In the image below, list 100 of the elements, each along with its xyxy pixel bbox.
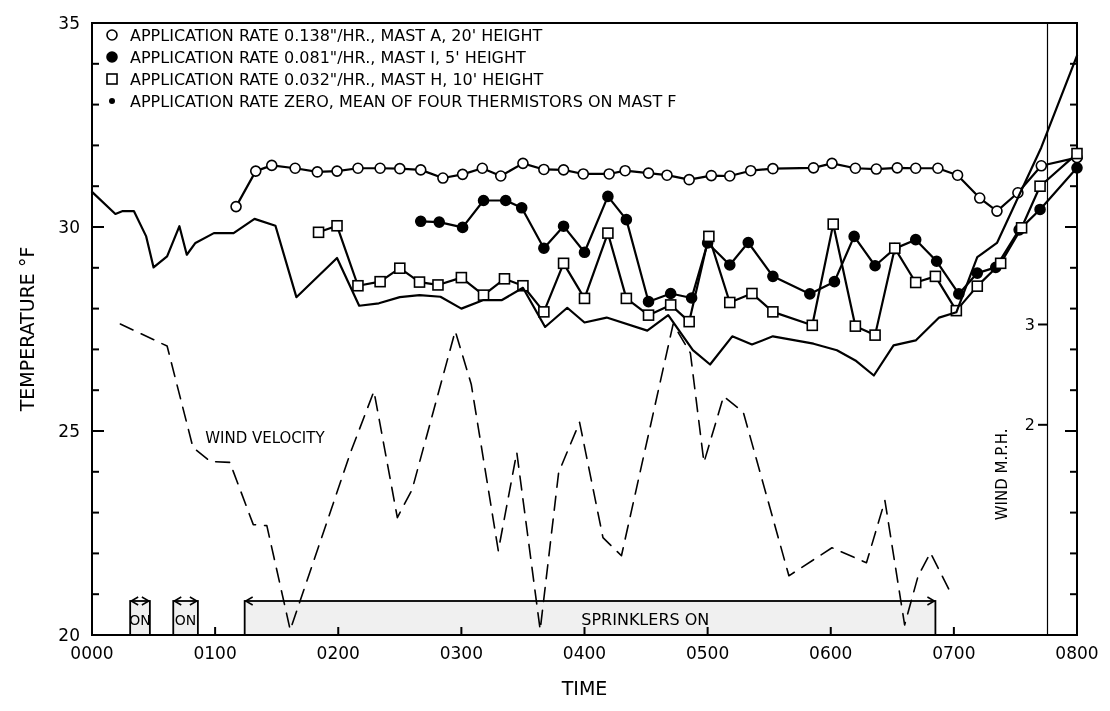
- x-tick-label: 0100: [193, 643, 237, 663]
- point: [807, 162, 820, 174]
- point: [1034, 203, 1046, 216]
- x-tick-label: 0000: [70, 643, 114, 663]
- point: [994, 257, 1007, 270]
- point: [723, 296, 736, 309]
- point: [1071, 147, 1083, 160]
- legend-label: APPLICATION RATE ZERO, MEAN OF FOUR THERMISTORS ON MAST F: [130, 92, 677, 111]
- x-tick-label: 0400: [562, 643, 607, 663]
- point: [456, 221, 469, 234]
- point: [1071, 162, 1083, 174]
- point: [249, 165, 262, 177]
- point: [352, 162, 364, 175]
- y2-axis-title: WIND M.P.H.: [993, 428, 1011, 521]
- y-tick-label: 35: [58, 13, 80, 33]
- band-label: ON: [174, 612, 197, 628]
- point: [230, 200, 242, 213]
- x-axis-title: TIME: [560, 677, 608, 699]
- series-label: WIND VELOCITY: [205, 429, 326, 448]
- point: [374, 162, 386, 175]
- point: [869, 329, 881, 341]
- point: [849, 162, 862, 175]
- point: [767, 162, 779, 175]
- point: [951, 169, 964, 181]
- point: [848, 230, 860, 243]
- point: [930, 255, 943, 268]
- point: [499, 194, 512, 207]
- point: [577, 168, 590, 180]
- point: [891, 162, 904, 174]
- point: [909, 233, 922, 246]
- point: [517, 157, 529, 170]
- point: [538, 242, 550, 255]
- point: [664, 287, 677, 300]
- point: [374, 275, 386, 288]
- point: [804, 288, 816, 300]
- point: [557, 164, 570, 176]
- point: [602, 190, 614, 203]
- point: [414, 164, 427, 176]
- point: [432, 279, 444, 291]
- x-tick-label: 0800: [1055, 643, 1099, 663]
- legend-label: APPLICATION RATE 0.138"/HR., MAST A, 20' HEIGHT: [130, 26, 543, 45]
- point: [642, 295, 655, 308]
- point: [806, 319, 819, 332]
- legend-label: APPLICATION RATE 0.032"/HR., MAST H, 10' HEIGHT: [130, 70, 544, 89]
- point: [642, 167, 655, 179]
- legend-label: APPLICATION RATE 0.081"/HR., MAST I, 5' HEIGHT: [130, 48, 527, 67]
- point: [683, 173, 695, 186]
- point: [909, 276, 922, 289]
- point: [498, 273, 511, 285]
- point: [265, 159, 278, 172]
- point: [476, 162, 489, 175]
- point: [971, 280, 984, 292]
- point: [331, 165, 343, 177]
- point: [973, 192, 986, 204]
- point: [703, 230, 715, 243]
- point: [932, 162, 944, 175]
- point: [538, 163, 550, 176]
- y-tick-label: 20: [58, 625, 80, 645]
- point: [991, 205, 1003, 217]
- point: [578, 292, 591, 305]
- y2-tick-label: 3: [1024, 314, 1035, 334]
- point: [494, 170, 507, 182]
- point: [414, 215, 427, 228]
- x-tick-label: 0300: [439, 643, 484, 663]
- point: [705, 169, 718, 182]
- point: [620, 292, 633, 305]
- point: [603, 168, 615, 180]
- point: [413, 276, 426, 288]
- point: [289, 162, 301, 175]
- point: [661, 169, 673, 181]
- point: [557, 220, 570, 232]
- point: [477, 194, 490, 207]
- point: [538, 306, 550, 318]
- point: [683, 315, 695, 328]
- y2-tick-label: 2: [1024, 414, 1035, 434]
- point: [723, 170, 736, 182]
- point: [767, 270, 779, 283]
- point: [971, 267, 984, 279]
- point: [394, 162, 406, 175]
- y-tick-label: 30: [58, 217, 80, 237]
- x-tick-label: 0600: [809, 643, 853, 663]
- point: [352, 279, 364, 292]
- point: [1035, 160, 1048, 172]
- point: [1034, 180, 1046, 192]
- point: [394, 262, 406, 275]
- point: [619, 164, 631, 177]
- point: [849, 320, 862, 332]
- point: [578, 246, 591, 259]
- point: [602, 227, 614, 239]
- point: [433, 216, 446, 228]
- y-tick-label: 25: [58, 421, 80, 441]
- point: [909, 162, 922, 175]
- point: [826, 157, 838, 170]
- x-tick-label: 0500: [685, 643, 730, 663]
- point: [620, 213, 633, 226]
- point: [827, 218, 840, 230]
- point: [331, 219, 343, 232]
- point: [642, 309, 655, 321]
- point: [515, 202, 528, 214]
- point: [870, 163, 883, 175]
